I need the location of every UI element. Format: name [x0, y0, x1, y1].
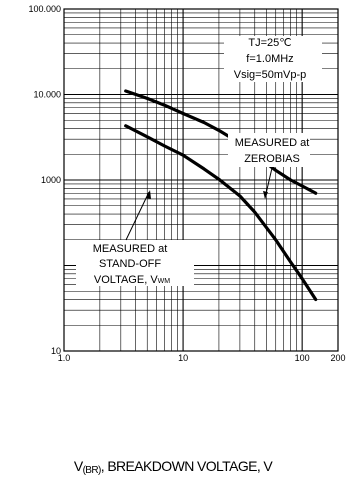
series-line-standoff [124, 124, 318, 302]
series-label-standoff: MEASURED at STAND-OFF VOLTAGE, VWM [76, 190, 194, 286]
x-axis-title: V(BR), BREAKDOWN VOLTAGE, V [0, 458, 346, 476]
x-tick-label: 200 [330, 353, 345, 363]
x-tick-label: 1.0 [58, 353, 71, 363]
y-tick-label: 1000 [41, 175, 61, 185]
plot-frame [63, 8, 339, 352]
zerobias-label-line-2: ZEROBIAS [244, 153, 300, 165]
zerobias-label-line-1: MEASURED at [235, 137, 310, 149]
y-tick-label: 100.000 [28, 4, 61, 14]
series-label-zerobias: MEASURED at ZEROBIAS [228, 133, 310, 199]
y-tick-label: 10 [51, 346, 61, 356]
standoff-pointer-line [125, 191, 150, 241]
x-axis-title-rest: , BREAKDOWN VOLTAGE, V [100, 458, 273, 474]
x-tick-label: 100 [295, 353, 310, 363]
standoff-pointer-arrowhead [146, 190, 151, 199]
standoff-label-voltage: VOLTAGE, V [94, 274, 158, 286]
x-axis-title-main: V [73, 458, 83, 474]
standoff-label-line-3: VOLTAGE, VWM [94, 274, 170, 286]
condition-frequency: f=1.0MHz [246, 53, 293, 65]
x-tick-label: 10 [178, 353, 188, 363]
condition-signal: Vsig=50mVp-p [234, 69, 306, 81]
conditions-box: TJ=25℃ f=1.0MHz Vsig=50mVp-p [224, 36, 322, 82]
y-tick-label: 10.000 [33, 90, 61, 100]
standoff-label-subscript: WM [158, 278, 171, 285]
x-axis-title-subscript: (BR) [82, 465, 102, 476]
standoff-label-line-2: STAND-OFF [99, 258, 161, 270]
standoff-label-line-1: MEASURED at [93, 243, 168, 255]
zerobias-pointer-arrowhead [263, 191, 268, 199]
condition-temperature: TJ=25℃ [248, 37, 291, 49]
